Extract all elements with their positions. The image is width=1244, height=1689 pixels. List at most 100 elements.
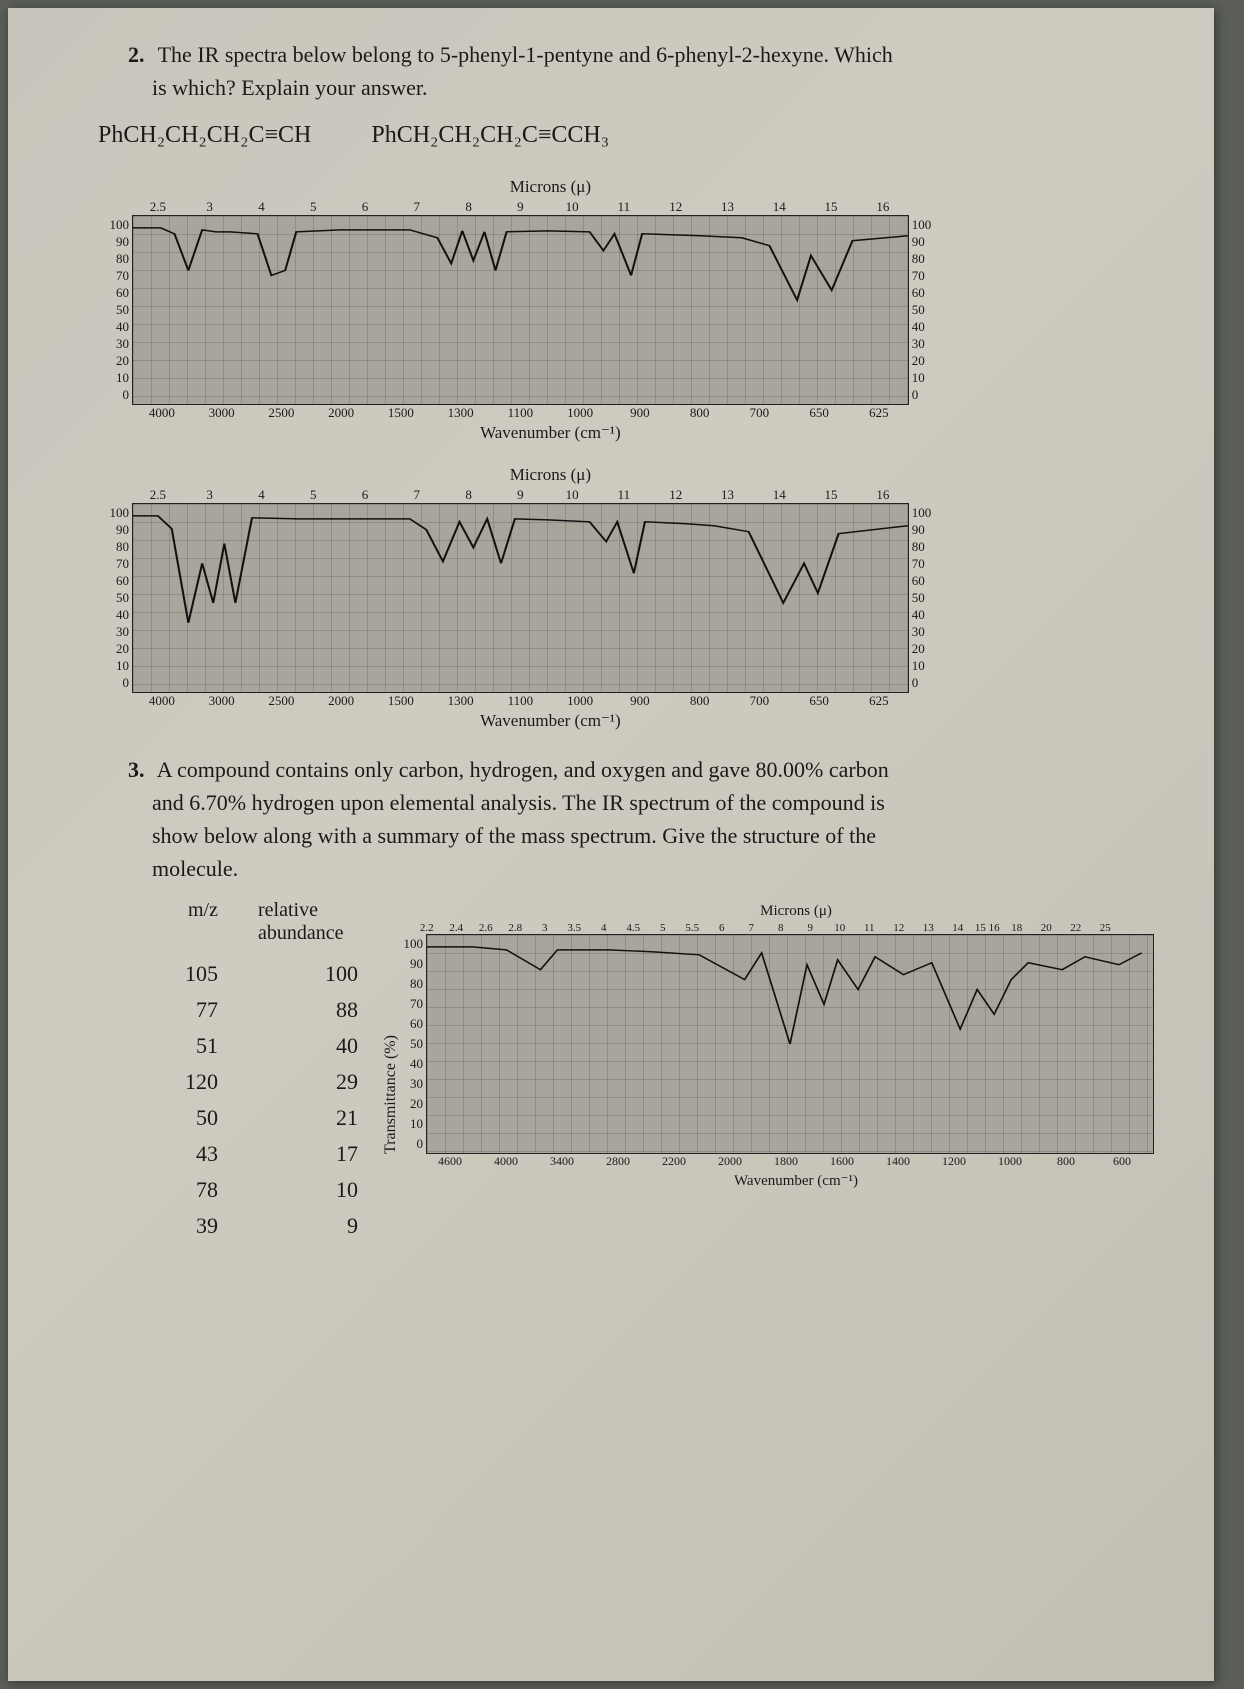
ir-spectrum-2: Microns (μ) 2.5345678910111213141516 100…	[98, 465, 943, 731]
tick-label: 11	[598, 487, 650, 503]
wavenumber-ticks-1: 4000300025002000150013001100100090080070…	[98, 405, 943, 421]
tick-label: 13	[702, 487, 754, 503]
tick-label: 700	[730, 405, 790, 421]
tick-label: 2.5	[132, 199, 184, 215]
tick-label: 5	[648, 922, 678, 934]
ms-mz: 39	[158, 1213, 218, 1239]
tick-label: 1100	[491, 405, 551, 421]
tick-label: 50	[116, 590, 129, 606]
tick-label: 9	[494, 199, 546, 215]
tick-label: 16	[857, 487, 909, 503]
paper-page: 2. The IR spectra below belong to 5-phen…	[8, 8, 1214, 1681]
tick-label: 50	[912, 302, 925, 318]
tick-label: 100	[912, 505, 932, 521]
tick-label: 10	[546, 487, 598, 503]
tick-label: 13	[702, 199, 754, 215]
tick-label: 14	[753, 199, 805, 215]
tick-label: 2500	[252, 405, 312, 421]
tick-label: 70	[912, 556, 925, 572]
ms-mz: 51	[158, 1033, 218, 1059]
tick-label: 80	[912, 539, 925, 555]
tick-label: 1000	[982, 1154, 1038, 1169]
tick-label: 12	[884, 922, 914, 934]
formula-2: PhCH₂CH₂CH₂C≡CCH₃	[371, 122, 609, 149]
tick-label: 10	[116, 370, 129, 386]
tick-label: 2.6	[471, 922, 501, 934]
tick-label: 2500	[252, 693, 312, 709]
ms-row: 7788	[158, 997, 358, 1023]
formula-1: PhCH₂CH₂CH₂C≡CH	[98, 122, 311, 149]
tick-label: 40	[410, 1056, 423, 1072]
spectrum-trace-2	[133, 504, 908, 692]
tick-label: 4000	[478, 1154, 534, 1169]
spectrum-trace-1	[133, 216, 908, 404]
tick-label: 1300	[431, 693, 491, 709]
tick-label: 5	[287, 199, 339, 215]
tick-label: 80	[912, 251, 925, 267]
q3-content-row: m/z relative abundance 10510077885140120…	[158, 899, 1154, 1249]
tick-label: 1300	[431, 405, 491, 421]
tick-label: 90	[116, 234, 129, 250]
tick-label: 800	[1038, 1154, 1094, 1169]
tick-label: 100	[110, 505, 130, 521]
tick-label: 20	[912, 353, 925, 369]
ms-ra: 21	[298, 1105, 358, 1131]
tick-label: 15	[805, 199, 857, 215]
tick-label: 3400	[534, 1154, 590, 1169]
question-3: 3. A compound contains only carbon, hydr…	[98, 753, 1154, 885]
tick-label: 1000	[550, 405, 610, 421]
tick-label: 30	[912, 624, 925, 640]
tick-label: 12	[650, 199, 702, 215]
ms-ra: 40	[298, 1033, 358, 1059]
tick-label: 10	[410, 1116, 423, 1132]
tick-label: 8	[443, 199, 495, 215]
tick-label: 900	[610, 693, 670, 709]
q3-text-line1: A compound contains only carbon, hydroge…	[157, 757, 889, 782]
ms-mz: 105	[158, 961, 218, 987]
tick-label: 15 16	[973, 922, 1003, 934]
tick-label: 50	[116, 302, 129, 318]
ms-header-ra: relative abundance	[258, 899, 358, 945]
tick-label: 11	[598, 199, 650, 215]
tick-label: 30	[116, 624, 129, 640]
ms-mz: 78	[158, 1177, 218, 1203]
tick-label: 6	[707, 922, 737, 934]
tick-label: 0	[123, 387, 130, 403]
tick-label: 1600	[814, 1154, 870, 1169]
ms-rows: 1051007788514012029502143177810399	[158, 961, 358, 1239]
tick-label: 30	[116, 336, 129, 352]
tick-label: 40	[912, 319, 925, 335]
tick-label: 4	[236, 199, 288, 215]
tick-label: 4.5	[619, 922, 649, 934]
yaxis-right-1: 1009080706050403020100	[909, 215, 943, 405]
tick-label: 18	[1002, 922, 1032, 934]
tick-label: 3	[184, 487, 236, 503]
tick-label: 50	[410, 1036, 423, 1052]
tick-label: 4000	[132, 405, 192, 421]
tick-label: 4000	[132, 693, 192, 709]
tick-label: 60	[912, 285, 925, 301]
ms-row: 399	[158, 1213, 358, 1239]
tick-label: 10	[912, 370, 925, 386]
microns-ticks-2: 2.5345678910111213141516	[98, 487, 943, 503]
tick-label: 14	[753, 487, 805, 503]
tick-label: 1500	[371, 693, 431, 709]
tick-label: 10	[546, 199, 598, 215]
tick-label: 16	[857, 199, 909, 215]
tick-label: 4	[236, 487, 288, 503]
tick-label: 100	[110, 217, 130, 233]
tick-label: 20	[410, 1096, 423, 1112]
tick-label: 20	[1032, 922, 1062, 934]
tick-label: 1800	[758, 1154, 814, 1169]
tick-label: 100	[912, 217, 932, 233]
wavenumber-label-3: Wavenumber (cm⁻¹)	[378, 1171, 1154, 1190]
ms-row: 105100	[158, 961, 358, 987]
tick-label: 2.4	[442, 922, 472, 934]
microns-ticks-3: 2.22.42.62.833.544.555.56789101112131415…	[378, 922, 1154, 934]
spectrum-trace-3	[427, 935, 1153, 1153]
microns-label-1: Microns (μ)	[98, 177, 943, 197]
q3-text-line4: molecule.	[128, 852, 1154, 885]
ms-ra: 17	[298, 1141, 358, 1167]
tick-label: 60	[912, 573, 925, 589]
tick-label: 40	[116, 319, 129, 335]
